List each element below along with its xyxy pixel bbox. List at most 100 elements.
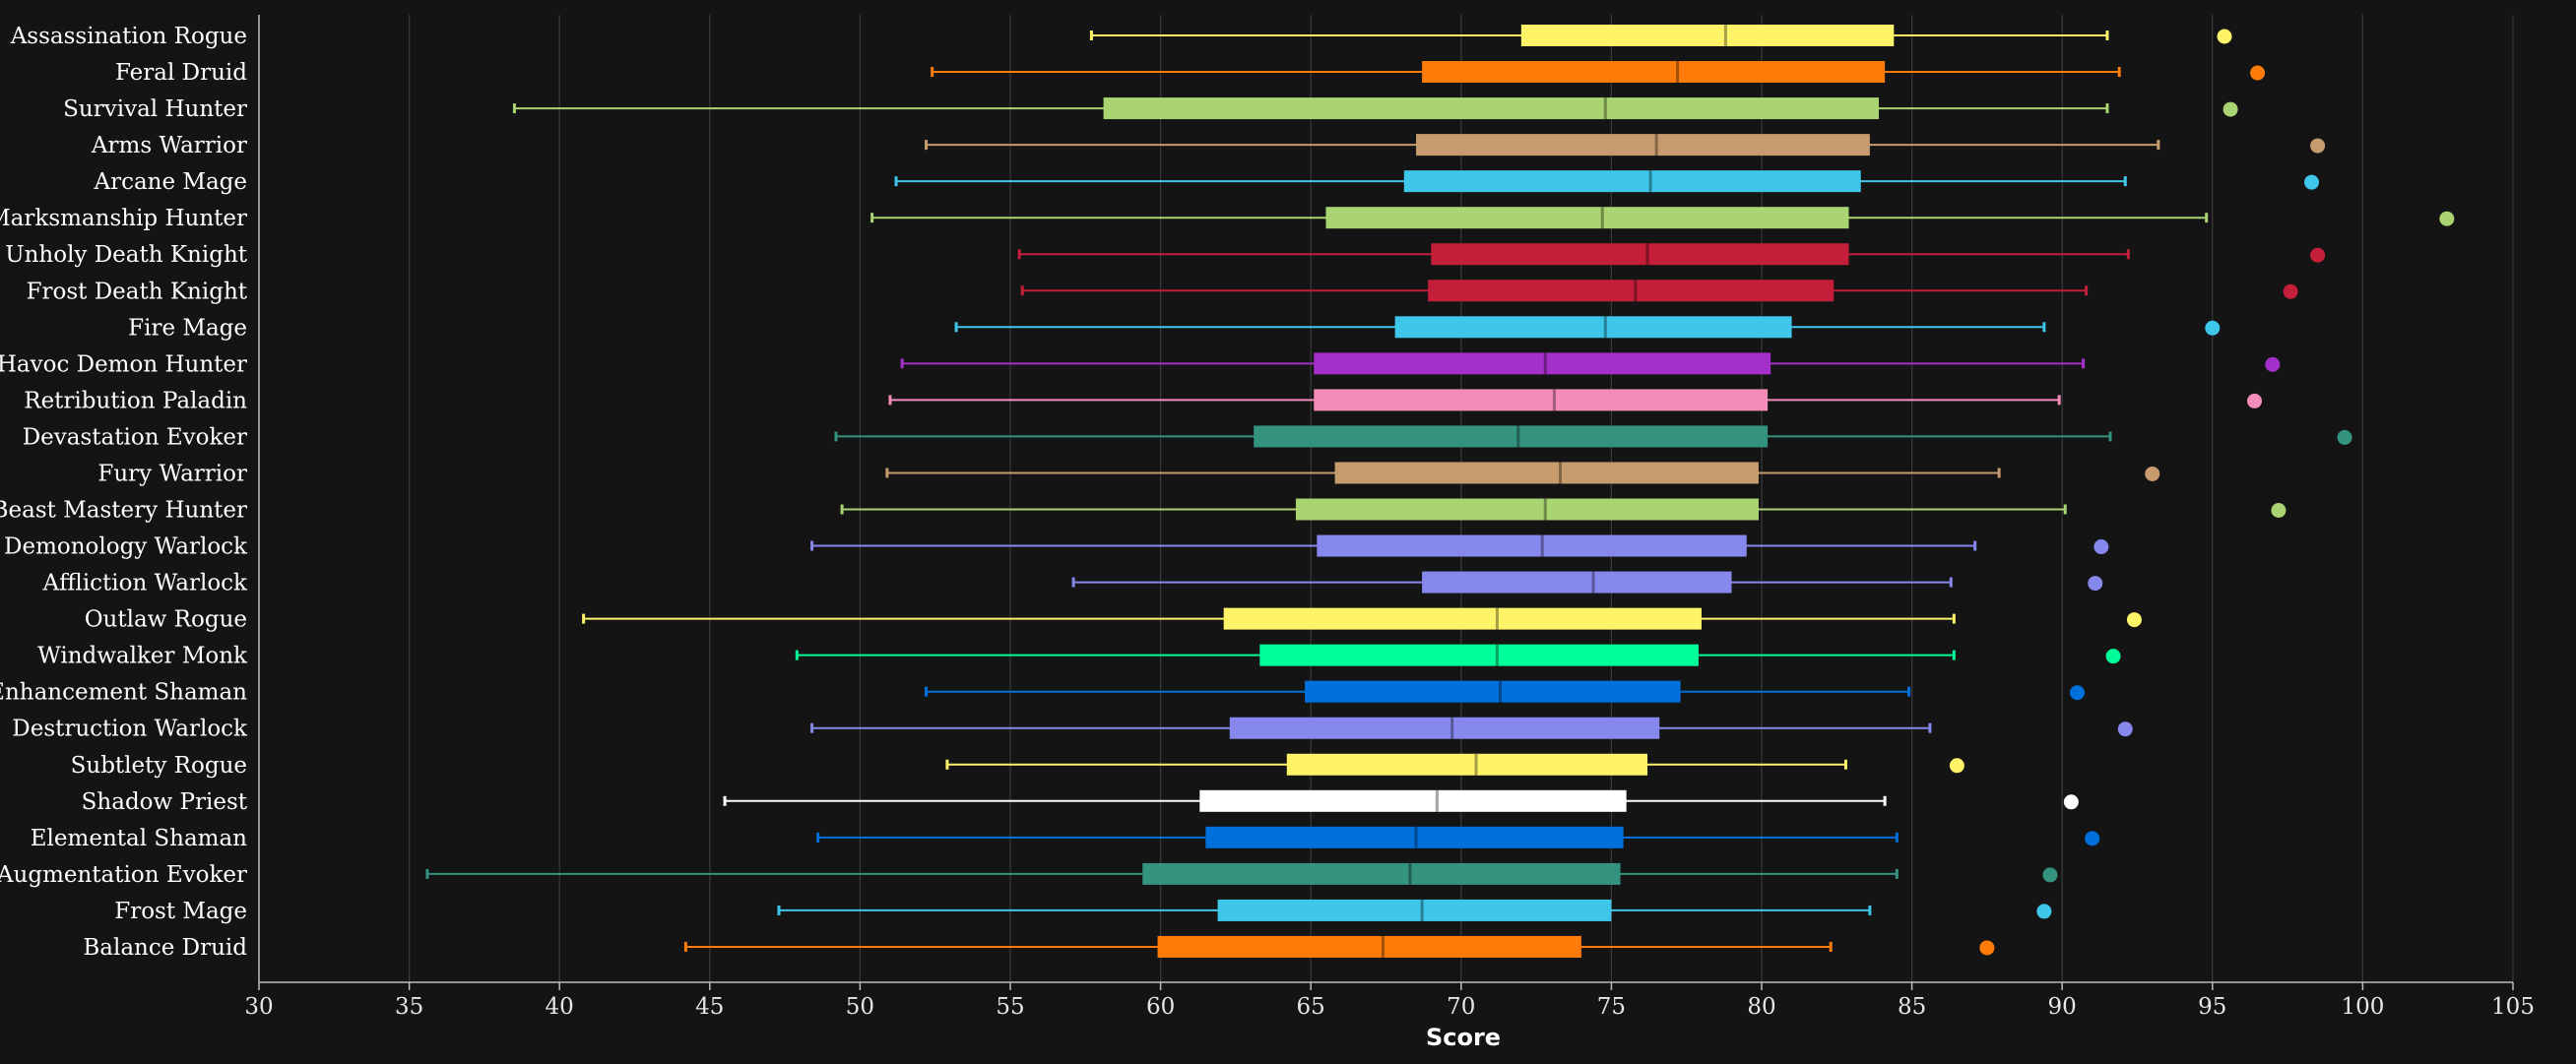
box-row: [1017, 243, 2326, 266]
category-label: Assassination Rogue: [10, 24, 247, 49]
x-tick-label: 85: [1898, 994, 1926, 1020]
outlier-point: [2265, 356, 2281, 372]
category-label: Survival Hunter: [63, 96, 247, 122]
category-label: Affliction Warlock: [42, 571, 249, 596]
category-label: Fury Warrior: [97, 461, 247, 486]
category-label: Elemental Shaman: [31, 826, 247, 851]
iqr-box: [1103, 97, 1880, 120]
box-row: [683, 935, 1995, 958]
category-label: Retribution Paladin: [24, 388, 247, 413]
iqr-box: [1142, 862, 1621, 885]
box-row: [1071, 571, 2103, 594]
outlier-point: [2088, 576, 2103, 592]
category-label: Arms Warrior: [91, 133, 247, 158]
box-row: [810, 534, 2109, 557]
outlier-point: [2337, 429, 2352, 445]
box-row: [512, 97, 2238, 120]
x-tick-label: 30: [244, 994, 273, 1020]
x-tick-label: 70: [1447, 994, 1475, 1020]
iqr-box: [1431, 243, 1849, 266]
category-label: Fire Mage: [128, 315, 247, 341]
outlier-point: [2310, 138, 2326, 154]
x-axis-ticks: 30 35 40 45 50 55 60 65 70 75 80 85 90 95 100 105: [244, 982, 2535, 1020]
outlier-point: [2117, 721, 2133, 737]
x-tick-label: 65: [1297, 994, 1325, 1020]
category-label: Frost Mage: [114, 899, 247, 924]
x-tick-label: 105: [2491, 994, 2535, 1020]
outlier-point: [2126, 612, 2142, 628]
outlier-point: [2105, 649, 2121, 664]
category-label: Windwalker Monk: [37, 644, 248, 669]
category-label: Destruction Warlock: [12, 717, 248, 742]
box-row: [888, 389, 2263, 411]
category-label: Beast Mastery Hunter: [0, 498, 247, 524]
outlier-point: [1949, 758, 1964, 774]
iqr-box: [1422, 61, 1886, 84]
box-row: [945, 753, 1964, 776]
x-tick-label: 75: [1597, 994, 1626, 1020]
outlier-point: [2085, 831, 2100, 846]
x-tick-label: 100: [2341, 994, 2384, 1020]
iqr-box: [1295, 498, 1759, 521]
iqr-box: [1254, 425, 1769, 448]
box-row: [816, 826, 2100, 848]
iqr-box: [1520, 25, 1895, 46]
box-row: [834, 425, 2352, 448]
iqr-box: [1205, 826, 1624, 848]
box-row: [931, 61, 2266, 84]
box-row: [1089, 25, 2232, 46]
box-row: [840, 498, 2286, 521]
box-row: [885, 462, 2160, 484]
category-labels: Assassination Rogue Feral Druid Survival H…: [0, 24, 248, 961]
category-label: Havoc Demon Hunter: [0, 351, 247, 377]
outlier-point: [2271, 503, 2286, 518]
outlier-point: [2205, 320, 2221, 336]
box-row: [777, 899, 2052, 921]
category-label: Unholy Death Knight: [5, 242, 248, 268]
iqr-box: [1317, 534, 1747, 557]
category-label: Frost Death Knight: [27, 279, 248, 304]
x-tick-label: 80: [1747, 994, 1775, 1020]
iqr-box: [1416, 134, 1870, 156]
box-row: [954, 316, 2221, 339]
outlier-point: [2069, 685, 2085, 701]
outlier-point: [2250, 65, 2266, 81]
iqr-box: [1325, 207, 1849, 229]
category-label: Augmentation Evoker: [0, 862, 247, 888]
category-label: Subtlety Rogue: [71, 753, 247, 779]
x-tick-label: 35: [395, 994, 423, 1020]
iqr-box: [1217, 899, 1612, 921]
iqr-box: [1286, 753, 1648, 776]
outlier-point: [2304, 174, 2320, 190]
category-label: Balance Druid: [83, 935, 247, 961]
iqr-box: [1403, 170, 1861, 193]
outlier-point: [2222, 101, 2238, 117]
box-row: [870, 207, 2455, 229]
outlier-point: [2063, 794, 2079, 810]
x-tick-label: 60: [1146, 994, 1175, 1020]
outlier-point: [2247, 393, 2263, 408]
outlier-point: [1979, 940, 1995, 956]
x-tick-label: 45: [695, 994, 724, 1020]
category-label: Outlaw Rogue: [85, 607, 247, 633]
iqr-box: [1422, 571, 1732, 594]
box-row: [810, 717, 2133, 739]
iqr-box: [1199, 789, 1627, 812]
category-label: Devastation Evoker: [23, 424, 247, 450]
outlier-point: [2217, 29, 2232, 44]
outlier-point: [2439, 211, 2455, 226]
box-row: [1020, 280, 2298, 302]
box-series: [425, 25, 2455, 958]
iqr-box: [1305, 680, 1681, 703]
box-row: [925, 680, 2085, 703]
box-row: [795, 644, 2121, 666]
category-label: Marksmanship Hunter: [0, 206, 247, 231]
box-row: [925, 134, 2326, 156]
x-tick-label: 55: [996, 994, 1024, 1020]
x-axis-title: Score: [1426, 1024, 1501, 1051]
outlier-point: [2283, 283, 2298, 299]
iqr-box: [1157, 935, 1581, 958]
iqr-box: [1394, 316, 1792, 339]
